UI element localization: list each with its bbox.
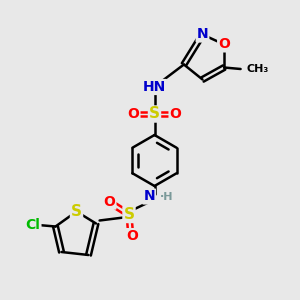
Text: O: O	[128, 107, 140, 121]
Text: S: S	[149, 106, 160, 122]
Text: N: N	[143, 190, 155, 203]
Text: CH₃: CH₃	[247, 64, 269, 74]
Text: HN: HN	[143, 80, 166, 94]
Text: S: S	[71, 204, 82, 219]
Text: Cl: Cl	[26, 218, 40, 232]
Text: N: N	[197, 28, 208, 41]
Text: O: O	[218, 38, 230, 51]
Text: S: S	[124, 207, 134, 222]
Text: O: O	[126, 229, 138, 243]
Text: O: O	[169, 107, 181, 121]
Text: ·H: ·H	[160, 191, 173, 202]
Text: O: O	[103, 195, 116, 208]
